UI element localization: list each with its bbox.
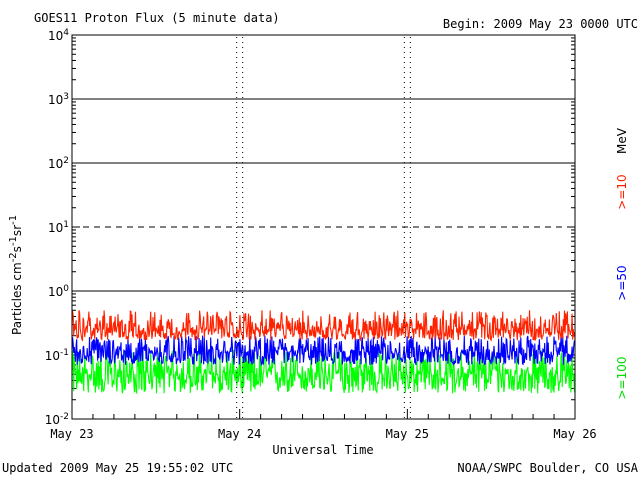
series-line <box>71 349 576 395</box>
y-tick-label: 103 <box>48 92 69 107</box>
day-tick-marks <box>236 37 411 419</box>
x-tick-label: May 24 <box>218 427 261 441</box>
y-label-exp-2: -1 <box>8 236 19 246</box>
threshold-lines <box>72 98 575 292</box>
y-label-exp-1: -2 <box>8 252 19 262</box>
y-tick-label: 102 <box>48 156 69 171</box>
begin-label: Begin: 2009 May 23 0000 UTC <box>443 17 638 31</box>
y-label-exp-3: -1 <box>8 215 19 225</box>
legend-ge10: >=10 <box>615 174 629 209</box>
y-tick-label: 101 <box>48 220 69 235</box>
legend: MeV >=10 >=50 >=100 <box>615 127 629 399</box>
y-label-part-2: s <box>10 246 24 252</box>
y-label-part-3: sr <box>10 225 24 236</box>
y-tick-label: 10-1 <box>45 348 69 363</box>
y-axis-label: Particles cm-2s-1sr-1 <box>8 215 25 335</box>
credit-label: NOAA/SWPC Boulder, CO USA <box>457 461 638 475</box>
legend-unit: MeV <box>615 127 629 154</box>
series-line <box>71 310 576 342</box>
y-tick-label: 100 <box>48 284 69 299</box>
legend-ge100: >=100 <box>615 356 629 399</box>
legend-ge50: >=50 <box>615 265 629 300</box>
x-tick-label: May 25 <box>386 427 429 441</box>
y-label-part-1: Particles cm <box>10 262 24 335</box>
x-axis-label: Universal Time <box>272 443 373 457</box>
series-line <box>71 335 576 367</box>
series-layer <box>71 310 576 395</box>
updated-timestamp: Updated 2009 May 25 19:55:02 UTC <box>2 461 233 475</box>
x-tick-label: May 23 <box>50 427 93 441</box>
x-tick-label: May 26 <box>553 427 596 441</box>
y-tick-label: 10-2 <box>45 412 69 427</box>
chart-title: GOES11 Proton Flux (5 minute data) <box>34 11 280 25</box>
x-axis-ticks: May 23 May 24 May 25 May 26 <box>50 409 597 441</box>
y-tick-label: 104 <box>48 28 69 43</box>
